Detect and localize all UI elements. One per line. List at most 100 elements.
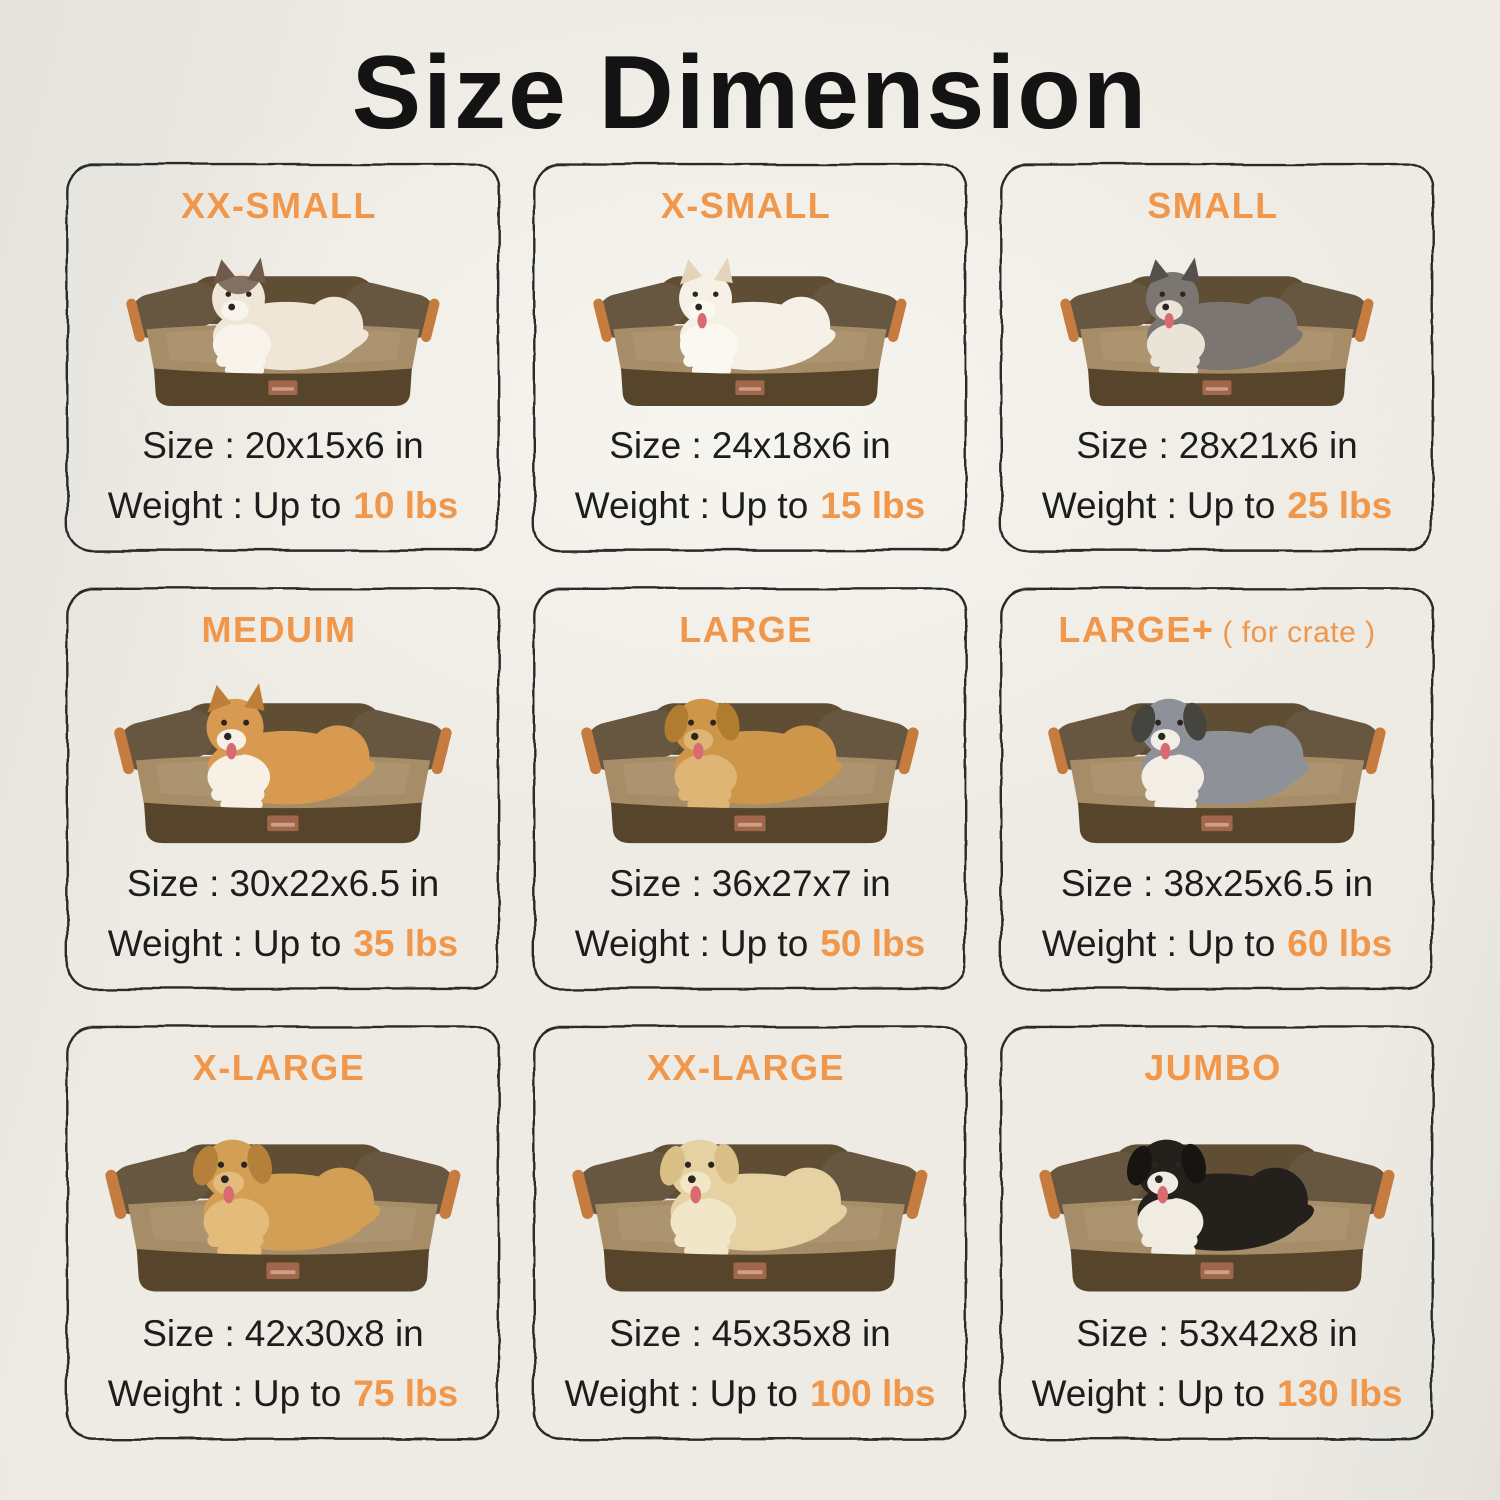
size-spec: Size :36x27x7 in <box>609 856 891 912</box>
size-spec: Size :28x21x6 in <box>1076 418 1358 474</box>
size-spec: Size :38x25x6.5 in <box>1061 856 1373 912</box>
pet-bed-illustration <box>126 257 440 407</box>
size-spec-label: Size : <box>126 863 220 904</box>
size-name-label: XX-LARGE <box>646 1047 845 1088</box>
size-spec: Size :30x22x6.5 in <box>127 856 439 912</box>
size-spec-label: Size : <box>142 1313 235 1354</box>
weight-spec-label: Weight : <box>574 922 710 964</box>
size-name-label: JUMBO <box>1144 1047 1282 1088</box>
weight-spec-prefix: Up to <box>709 1372 798 1414</box>
size-card-meduim: MEDUIM Size :30x22x6.5 in Weight <box>62 583 504 995</box>
size-card-xx-small: XX-SMALL Size :20x15x6 in Weight <box>62 159 504 557</box>
weight-spec: Weight : Up to 15 lbs <box>575 478 925 534</box>
size-spec-value: 42x30x8 in <box>244 1313 424 1354</box>
size-name-note: ( for crate ) <box>1222 616 1376 649</box>
pet-bed-illustration <box>1060 257 1374 407</box>
size-card-x-large: X-LARGE Size :42x30x8 in Weight : <box>62 1021 504 1445</box>
pet-bed-illustration <box>114 683 452 844</box>
weight-spec-prefix: Up to <box>719 484 809 526</box>
size-card-large-plus: LARGE+( for crate ) Size :38x25x6.5 i <box>996 583 1438 995</box>
size-spec-label: Size : <box>609 1313 702 1354</box>
size-name: X-SMALL <box>661 185 839 227</box>
weight-spec-value: 10 lbs <box>353 484 459 526</box>
weight-spec-value: 50 lbs <box>820 922 926 964</box>
pet-bed-illustration <box>1048 698 1386 844</box>
size-spec-value: 53x42x8 in <box>1178 1313 1358 1354</box>
size-spec-label: Size : <box>142 425 235 466</box>
weight-spec-prefix: Up to <box>252 484 342 526</box>
weight-spec: Weight : Up to 10 lbs <box>108 478 458 534</box>
weight-spec-value: 130 lbs <box>1277 1372 1403 1414</box>
weight-spec-prefix: Up to <box>1186 484 1276 526</box>
size-name: XX-LARGE <box>647 1047 853 1089</box>
weight-spec-value: 35 lbs <box>353 922 459 964</box>
size-name-label: SMALL <box>1147 185 1279 226</box>
weight-spec-value: 75 lbs <box>353 1372 459 1414</box>
weight-spec-label: Weight : <box>574 484 710 526</box>
weight-spec-value: 25 lbs <box>1287 484 1393 526</box>
size-spec-value: 45x35x8 in <box>711 1313 891 1354</box>
size-name: X-LARGE <box>193 1047 374 1089</box>
size-name: MEDUIM <box>202 609 365 651</box>
weight-spec-label: Weight : <box>564 1372 700 1414</box>
size-card-small: SMALL Size :28x21x6 in Weight : Up <box>996 159 1438 557</box>
size-spec: Size :20x15x6 in <box>142 418 424 474</box>
weight-spec-value: 15 lbs <box>820 484 926 526</box>
size-spec-label: Size : <box>1076 1313 1169 1354</box>
size-spec-label: Size : <box>609 863 702 904</box>
weight-spec: Weight : Up to 50 lbs <box>575 916 925 972</box>
size-grid: XX-SMALL Size :20x15x6 in Weight <box>62 159 1438 1445</box>
size-name: SMALL <box>1147 185 1286 227</box>
size-name-label: MEDUIM <box>201 609 357 650</box>
pet-bed-illustration <box>593 257 907 407</box>
size-card-large: LARGE Size :36x27x7 in Weight : Up <box>529 583 971 995</box>
weight-spec-label: Weight : <box>107 1372 243 1414</box>
size-name-label: LARGE+ <box>1058 609 1215 650</box>
page-title: Size Dimension <box>351 35 1149 151</box>
weight-spec-label: Weight : <box>107 484 243 526</box>
size-card-x-small: X-SMALL Size :24x18x6 in Weight : <box>529 159 971 557</box>
size-spec-value: 38x25x6.5 in <box>1163 863 1374 904</box>
size-card-xx-large: XX-LARGE Size :45x35x8 in Weight <box>529 1021 971 1445</box>
size-spec-label: Size : <box>609 425 702 466</box>
pet-bed-illustration <box>581 698 919 844</box>
weight-spec-prefix: Up to <box>252 1372 342 1414</box>
size-spec-value: 24x18x6 in <box>711 425 891 466</box>
weight-spec-label: Weight : <box>107 922 243 964</box>
size-spec-value: 36x27x7 in <box>711 863 891 904</box>
weight-spec: Weight : Up to 35 lbs <box>108 916 458 972</box>
pet-bed-illustration <box>1039 1139 1395 1292</box>
pet-bed-illustration <box>105 1139 461 1292</box>
size-name: XX-SMALL <box>181 185 385 227</box>
size-name-label: LARGE <box>679 609 813 650</box>
size-spec: Size :45x35x8 in <box>609 1306 891 1362</box>
weight-spec-value: 60 lbs <box>1287 922 1393 964</box>
size-spec: Size :24x18x6 in <box>609 418 891 474</box>
weight-spec: Weight : Up to 100 lbs <box>565 1366 936 1422</box>
weight-spec-label: Weight : <box>1041 484 1177 526</box>
weight-spec-prefix: Up to <box>719 922 809 964</box>
weight-spec: Weight : Up to 75 lbs <box>108 1366 458 1422</box>
weight-spec-label: Weight : <box>1041 922 1177 964</box>
size-spec-label: Size : <box>1076 425 1169 466</box>
weight-spec: Weight : Up to 60 lbs <box>1042 916 1392 972</box>
size-spec-label: Size : <box>1060 863 1154 904</box>
weight-spec-value: 100 lbs <box>810 1372 936 1414</box>
weight-spec-prefix: Up to <box>1186 922 1276 964</box>
size-name: LARGE+( for crate ) <box>1058 609 1375 651</box>
weight-spec: Weight : Up to 25 lbs <box>1042 478 1392 534</box>
size-spec-value: 30x22x6.5 in <box>229 863 440 904</box>
size-card-jumbo: JUMBO Size :53x42x8 in Weight : Up <box>996 1021 1438 1445</box>
size-spec: Size :53x42x8 in <box>1076 1306 1358 1362</box>
weight-spec: Weight : Up to 130 lbs <box>1032 1366 1403 1422</box>
weight-spec-prefix: Up to <box>1176 1372 1265 1414</box>
size-name: LARGE <box>679 609 821 651</box>
pet-bed-illustration <box>572 1139 928 1292</box>
size-name: JUMBO <box>1144 1047 1290 1089</box>
size-name-label: X-SMALL <box>660 185 832 226</box>
size-spec-value: 20x15x6 in <box>244 425 424 466</box>
size-name-label: X-LARGE <box>192 1047 366 1088</box>
weight-spec-label: Weight : <box>1031 1372 1167 1414</box>
size-spec: Size :42x30x8 in <box>142 1306 424 1362</box>
weight-spec-prefix: Up to <box>252 922 342 964</box>
